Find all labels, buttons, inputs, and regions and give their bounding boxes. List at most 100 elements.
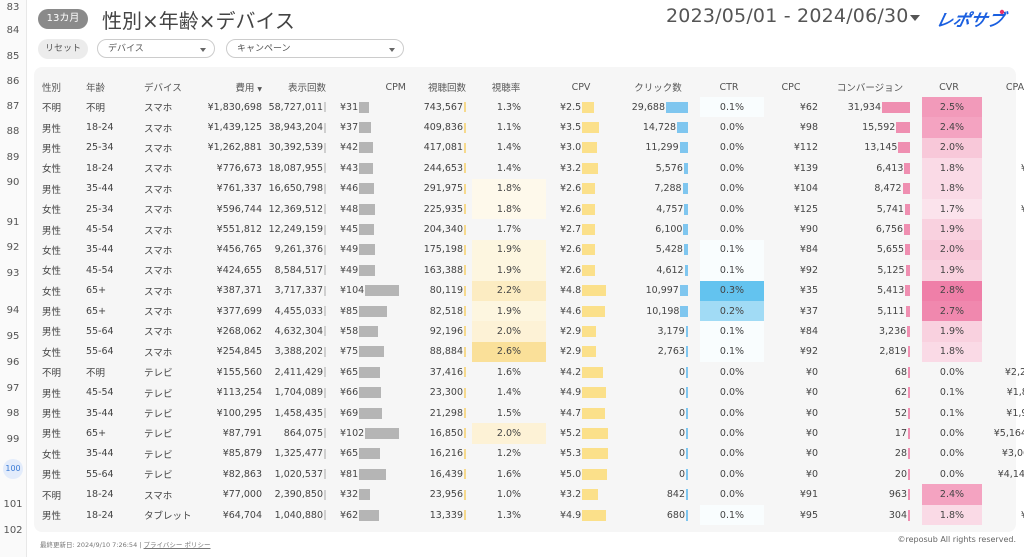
data-bar	[686, 468, 688, 480]
row-number[interactable]: 98	[0, 408, 26, 419]
device-dropdown[interactable]: デバイス	[97, 39, 215, 58]
cell-value: ¥776,673	[216, 162, 262, 174]
cell-gender: 不明	[38, 97, 82, 117]
bar-tick	[324, 285, 326, 296]
bar-tick	[324, 306, 326, 317]
data-bar	[902, 183, 910, 195]
column-header-impressions[interactable]: 表示回数	[268, 77, 332, 97]
row-number[interactable]: 88	[0, 126, 26, 137]
column-header-views[interactable]: 視聴回数	[412, 77, 472, 97]
table-row[interactable]: 男性 25-34 スマホ ¥1,262,881 30,392,539 ¥42 417,081…	[38, 137, 1024, 159]
campaign-dropdown[interactable]: キャンペーン	[226, 39, 404, 58]
cell-cpc: ¥92	[764, 342, 824, 362]
row-number[interactable]: 95	[0, 331, 26, 342]
cell-value: 0	[678, 448, 685, 460]
cell-value: 不明	[86, 368, 106, 380]
cell-impressions: 12,249,159	[268, 219, 332, 239]
row-number[interactable]: 86	[0, 76, 26, 87]
cell-gender: 男性	[38, 117, 82, 137]
cell-gender: 女性	[38, 199, 82, 219]
cell-views: 225,935	[412, 199, 472, 219]
sort-desc-icon[interactable]: ▼	[257, 86, 262, 93]
cell-ctr: 0.0%	[700, 464, 764, 484]
period-badge[interactable]: 13カ月	[38, 9, 88, 29]
row-number[interactable]: 97	[0, 383, 26, 394]
table-row[interactable]: 女性 25-34 スマホ ¥596,744 12,369,512 ¥48 225,935 1.…	[38, 198, 1024, 220]
column-header-cost[interactable]: 費用 ▼	[204, 77, 268, 97]
data-bar	[908, 427, 910, 439]
cell-age: 45-54	[82, 260, 140, 280]
cell-value: ¥90	[799, 224, 818, 236]
table-row[interactable]: 男性 65+ テレビ ¥87,791 864,075 ¥102 16,850 2.0% ¥5.2…	[38, 423, 1024, 444]
table-row[interactable]: 不明 18-24 スマホ ¥77,000 2,390,850 ¥32 23,956 1.0% ¥…	[38, 484, 1024, 505]
table-row[interactable]: 男性 45-54 スマホ ¥551,812 12,249,159 ¥45 204,340 1.…	[38, 219, 1024, 240]
cell-value: ¥98	[799, 122, 818, 134]
table-row[interactable]: 不明 不明 テレビ ¥155,560 2,411,429 ¥65 37,416 1.6% ¥4.…	[38, 362, 1024, 382]
chevron-down-icon[interactable]	[910, 15, 920, 21]
table-row[interactable]: 男性 35-44 スマホ ¥761,337 16,650,798 ¥46 291,975 1.…	[38, 178, 1024, 199]
row-number[interactable]: 83	[0, 2, 26, 13]
row-number[interactable]: 102	[0, 525, 26, 536]
table-row[interactable]: 男性 55-64 テレビ ¥82,863 1,020,537 ¥81 16,439 1.6% ¥…	[38, 464, 1024, 484]
table-row[interactable]: 男性 18-24 スマホ ¥1,439,125 38,943,204 ¥37 409,836…	[38, 117, 1024, 138]
table-row[interactable]: 男性 45-54 テレビ ¥113,254 1,704,089 ¥66 23,300 1.4%…	[38, 382, 1024, 402]
cell-value: ¥0	[805, 427, 818, 439]
column-header-cpa[interactable]: CPA	[982, 77, 1024, 97]
table-row[interactable]: 女性 45-54 スマホ ¥424,655 8,584,517 ¥49 163,388 1.9…	[38, 260, 1024, 281]
cell-value: 35-44	[86, 407, 114, 419]
table-row[interactable]: 女性 35-44 テレビ ¥85,879 1,325,477 ¥65 16,216 1.2% ¥…	[38, 444, 1024, 464]
row-number[interactable]: 92	[0, 242, 26, 253]
column-header-cpv[interactable]: CPV	[546, 77, 622, 97]
cell-value: スマホ	[144, 184, 173, 196]
cell-value: ¥49	[340, 244, 359, 256]
date-range-picker[interactable]: 2023/05/01 - 2024/06/30	[666, 5, 909, 27]
row-number[interactable]: 84	[0, 25, 26, 36]
cell-cpm: ¥45	[332, 219, 412, 239]
row-number[interactable]: 89	[0, 152, 26, 163]
table-row[interactable]: 男性 18-24 タブレット ¥64,704 1,040,880 ¥62 13,339 1.3…	[38, 504, 1024, 526]
row-number[interactable]: 87	[0, 101, 26, 112]
column-header-gender[interactable]: 性別	[38, 77, 82, 97]
cell-value: ¥3.5	[560, 122, 582, 134]
column-header-clicks[interactable]: クリック数	[622, 77, 700, 97]
row-number[interactable]: 94	[0, 305, 26, 316]
cell-cpa: ¥2,288	[982, 362, 1024, 382]
column-header-cpm[interactable]: CPM	[332, 77, 412, 97]
column-header-conversions[interactable]: コンバージョン	[824, 77, 922, 97]
column-header-device[interactable]: デバイス	[140, 77, 204, 97]
row-number[interactable]: 93	[0, 268, 26, 279]
column-header-age[interactable]: 年齢	[82, 77, 140, 97]
privacy-policy-link[interactable]: プライバシー ポリシー	[143, 541, 211, 549]
cell-cost: ¥113,254	[204, 382, 268, 402]
table-row[interactable]: 不明 不明 スマホ ¥1,830,698 58,727,011 ¥31 743,567 1.3…	[38, 97, 1024, 118]
row-number[interactable]: 101	[0, 499, 26, 510]
table-row[interactable]: 女性 35-44 スマホ ¥456,765 9,261,376 ¥49 175,198 1.9…	[38, 239, 1024, 261]
table-row[interactable]: 男性 55-64 スマホ ¥268,062 4,632,304 ¥58 92,196 2.0%…	[38, 321, 1024, 342]
row-number[interactable]: 96	[0, 357, 26, 368]
cell-conversions: 52	[824, 403, 922, 423]
table-row[interactable]: 女性 65+ スマホ ¥387,371 3,717,337 ¥104 80,119 2.2% ¥…	[38, 280, 1024, 301]
cell-clicks: 0	[622, 382, 700, 402]
column-header-view-rate[interactable]: 視聴率	[472, 77, 546, 97]
table-row[interactable]: 女性 18-24 スマホ ¥776,673 18,087,955 ¥43 244,653 1.…	[38, 158, 1024, 179]
bar-tick	[464, 448, 466, 459]
cell-age: 18-24	[82, 505, 140, 525]
table-row[interactable]: 男性 65+ スマホ ¥377,699 4,455,033 ¥85 82,518 1.9% ¥4…	[38, 300, 1024, 322]
cell-view-rate: 1.0%	[472, 484, 546, 504]
cell-value: ¥2.6	[560, 264, 582, 276]
data-bar	[359, 325, 379, 337]
row-number[interactable]: 85	[0, 51, 26, 62]
table-row[interactable]: 男性 35-44 テレビ ¥100,295 1,458,435 ¥69 21,298 1.5%…	[38, 403, 1024, 423]
column-header-label: コンバージョン	[836, 83, 904, 94]
cell-cpc: ¥35	[764, 281, 824, 301]
cell-value: 0.1%	[719, 325, 745, 337]
row-number[interactable]: 99	[0, 434, 26, 445]
row-number[interactable]: 100	[0, 459, 26, 479]
row-number[interactable]: 91	[0, 217, 26, 228]
table-row[interactable]: 女性 55-64 スマホ ¥254,845 3,388,202 ¥75 88,884 2.6%…	[38, 341, 1024, 363]
column-header-cvr[interactable]: CVR	[922, 77, 982, 97]
row-number[interactable]: 90	[0, 177, 26, 188]
column-header-ctr[interactable]: CTR	[700, 77, 764, 97]
column-header-cpc[interactable]: CPC	[764, 77, 824, 97]
reset-button[interactable]: リセット	[38, 39, 88, 59]
